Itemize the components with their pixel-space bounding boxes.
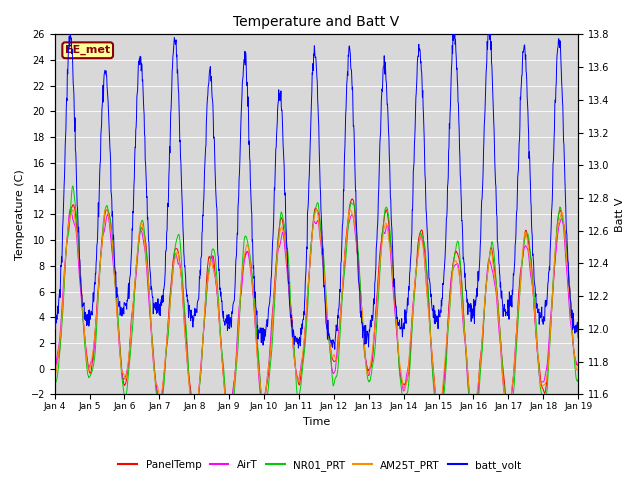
- Y-axis label: Batt V: Batt V: [615, 197, 625, 231]
- Legend: PanelTemp, AirT, NR01_PRT, AM25T_PRT, batt_volt: PanelTemp, AirT, NR01_PRT, AM25T_PRT, ba…: [115, 456, 525, 475]
- Y-axis label: Temperature (C): Temperature (C): [15, 169, 25, 260]
- X-axis label: Time: Time: [303, 417, 330, 427]
- Title: Temperature and Batt V: Temperature and Batt V: [233, 15, 399, 29]
- Text: EE_met: EE_met: [65, 45, 110, 55]
